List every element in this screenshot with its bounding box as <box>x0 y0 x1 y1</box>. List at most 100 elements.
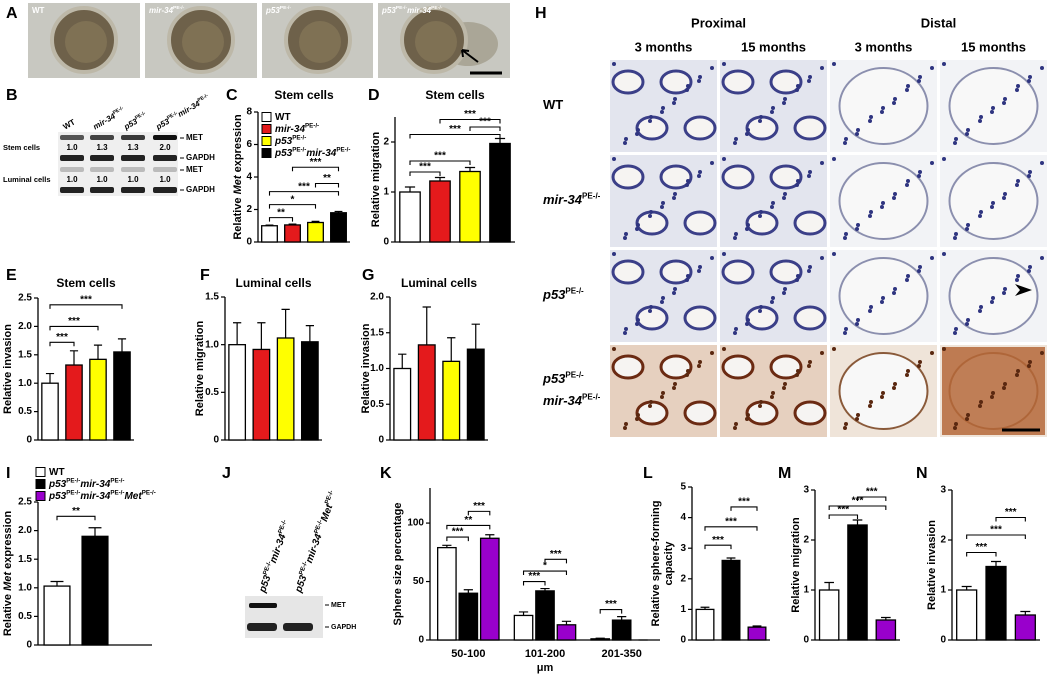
text-part: mir-34 <box>543 192 583 207</box>
nucleus <box>893 192 897 196</box>
nucleus <box>672 291 676 295</box>
nucleus <box>991 296 995 300</box>
met-band <box>121 135 145 140</box>
duct <box>948 162 1039 240</box>
gland <box>683 115 717 141</box>
error-bar <box>281 308 290 338</box>
significance-bracket <box>49 304 123 309</box>
text-part: p53 <box>542 287 566 302</box>
nucleus <box>624 137 628 141</box>
bar <box>721 559 741 641</box>
gland <box>611 69 645 95</box>
text-part: mir-34 <box>149 6 174 15</box>
panel-letter: F <box>200 267 210 284</box>
nucleus <box>770 205 774 209</box>
significance-bracket <box>522 580 546 586</box>
legend-swatch <box>35 467 46 477</box>
nucleus <box>722 157 726 161</box>
superscript: PE-/- <box>565 371 584 380</box>
nucleus <box>623 141 627 145</box>
text-part: p53 <box>381 6 396 15</box>
lane-label: mir-34PE-/- <box>91 105 127 131</box>
panel-letter: K <box>380 465 392 482</box>
nucleus <box>843 141 847 145</box>
significance-bracket <box>704 526 758 531</box>
significance-label: *** <box>419 162 431 173</box>
nucleus <box>1040 351 1044 355</box>
nucleus <box>892 386 896 390</box>
superscript: PE-/- <box>582 192 601 201</box>
nucleus <box>746 413 750 417</box>
superscript: PE-/- <box>110 477 124 484</box>
legend-label: mir-34PE-/- <box>275 122 319 135</box>
nucleus <box>1040 66 1044 70</box>
bar <box>489 142 511 243</box>
x-tick-label: 201-350 <box>601 648 641 660</box>
gland <box>611 259 645 285</box>
row-label: WT <box>543 97 563 112</box>
nucleus <box>783 382 787 386</box>
y-tick-label: 0 <box>213 435 219 446</box>
significance-bracket <box>409 133 501 139</box>
nucleus <box>954 422 958 426</box>
y-axis-label: Relative invasion <box>2 324 14 414</box>
bar <box>399 191 421 243</box>
y-axis-label: Relative invasion <box>360 323 372 413</box>
nucleus <box>1016 369 1020 373</box>
nucleus <box>918 170 922 174</box>
y-tick-label: 1.0 <box>370 363 384 374</box>
panel-letter: M <box>778 465 791 482</box>
nucleus <box>844 232 848 236</box>
nucleus <box>1002 196 1006 200</box>
panel-letter: E <box>6 267 17 284</box>
nucleus <box>710 256 714 260</box>
sphere-core <box>415 21 457 63</box>
nucleus <box>782 101 786 105</box>
y-tick-label: 3 <box>940 485 946 496</box>
gapdh-band <box>121 187 145 193</box>
y-tick-label: 2 <box>246 204 252 215</box>
nucleus <box>733 236 737 240</box>
nucleus <box>807 364 811 368</box>
nucleus <box>906 84 910 88</box>
significance-label: *** <box>712 535 724 546</box>
y-tick-label: 1.5 <box>18 554 32 565</box>
nucleus <box>965 132 969 136</box>
significance-bracket <box>966 534 1026 539</box>
gland <box>635 210 669 236</box>
significance-bracket <box>446 536 469 542</box>
nucleus <box>635 227 639 231</box>
nucleus <box>635 132 639 136</box>
text-part: p53 <box>265 6 280 15</box>
y-tick-label: 1.0 <box>18 582 32 593</box>
nucleus <box>930 351 934 355</box>
bar <box>611 619 632 641</box>
nucleus <box>673 97 677 101</box>
nucleus <box>661 106 665 110</box>
text-part: p53 <box>274 148 293 159</box>
column-group: Distal <box>921 15 956 30</box>
bar <box>875 619 897 641</box>
nucleus <box>623 236 627 240</box>
nucleus <box>930 66 934 70</box>
legend-label: p53PE-/- <box>274 134 306 147</box>
significance-bracket <box>467 510 491 516</box>
text-part: WT <box>62 117 77 131</box>
bar <box>81 535 109 646</box>
nucleus <box>844 327 848 331</box>
gland <box>683 210 717 236</box>
nucleus <box>918 360 922 364</box>
nucleus <box>636 223 640 227</box>
nucleus <box>697 174 701 178</box>
nucleus <box>722 252 726 256</box>
error-bar <box>422 306 431 345</box>
bar <box>442 360 461 441</box>
text-part: expression <box>232 114 244 175</box>
nucleus <box>808 360 812 364</box>
nucleus <box>966 318 970 322</box>
nucleus <box>745 132 749 136</box>
nucleus <box>843 331 847 335</box>
superscript: PE-/- <box>173 6 185 12</box>
legend-label: WT <box>275 112 291 123</box>
nucleus <box>710 66 714 70</box>
